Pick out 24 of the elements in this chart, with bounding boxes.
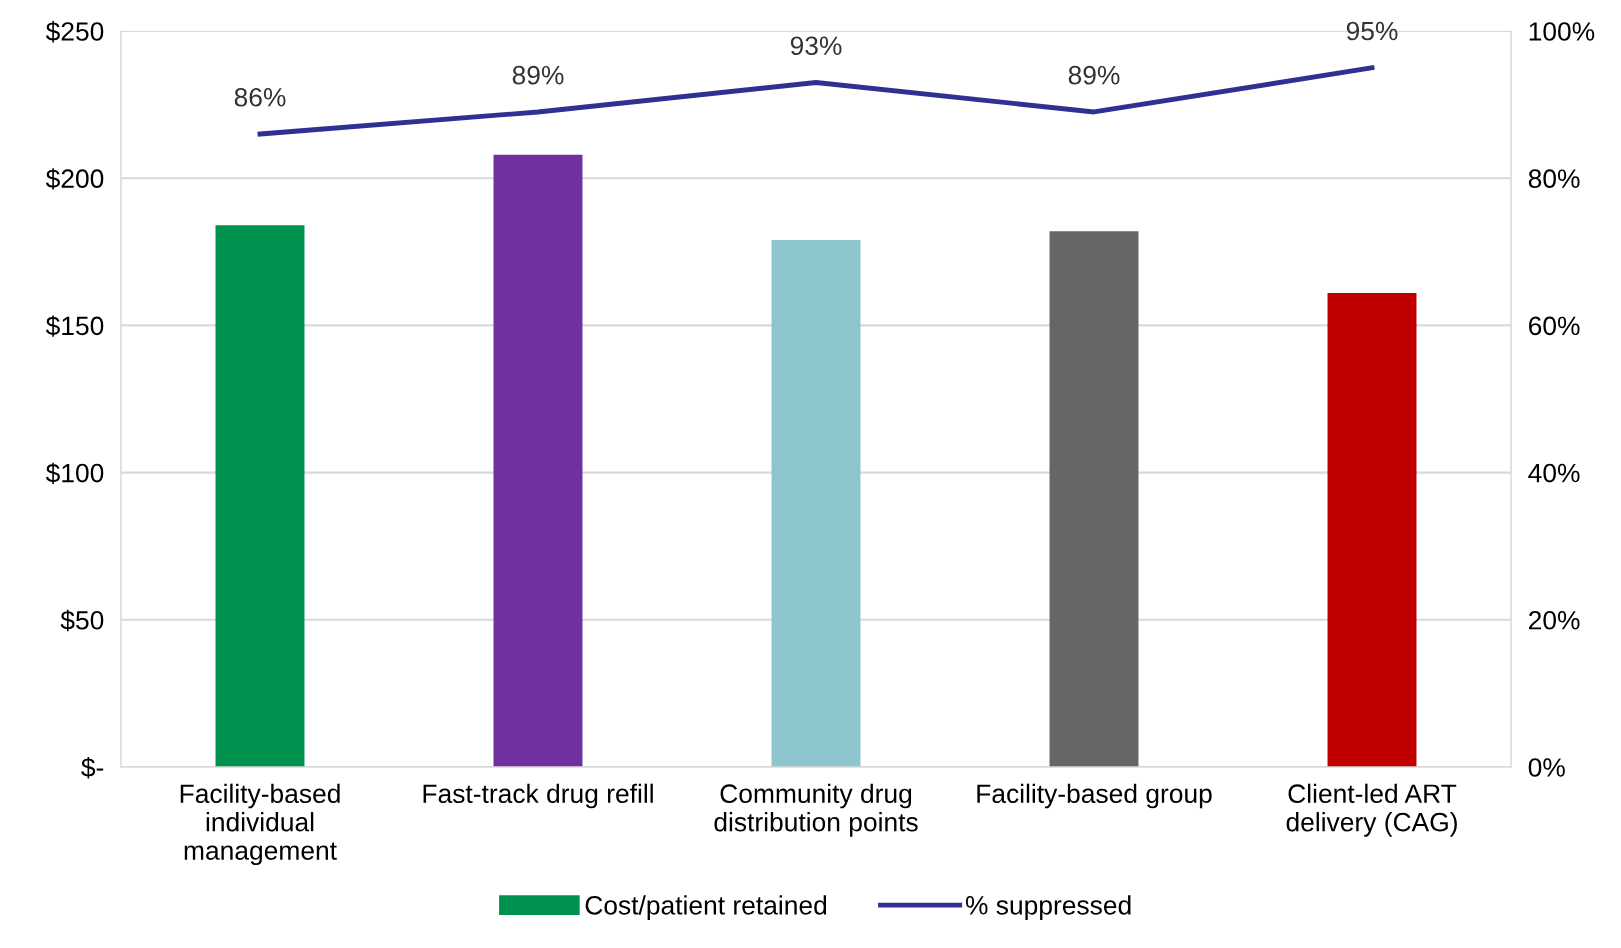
y-tick-label: $50	[60, 609, 104, 632]
data-label: 89%	[512, 65, 564, 85]
y2-tick-label: 20%	[1528, 610, 1580, 630]
y-tick-label: $200	[45, 168, 104, 190]
legend-label: Cost/patient retained	[585, 895, 827, 920]
y-tick-label: $150	[45, 315, 104, 337]
x-tick-label: Facility-based group	[977, 783, 1212, 809]
y2-tick-label: 60%	[1529, 316, 1580, 336]
y2-tick-label: 100%	[1529, 22, 1595, 41]
y2-tick-label: 0%	[1528, 758, 1565, 777]
data-label: 93%	[790, 36, 842, 56]
x-tick-label: Community drug distribution points	[714, 783, 918, 837]
x-tick-label: Client-led ART delivery (CAG)	[1286, 783, 1457, 837]
x-tick-label: Fast-track drug refill	[423, 783, 653, 809]
y-tick-label: $100	[45, 462, 104, 484]
data-label: 89%	[1068, 65, 1120, 85]
y2-tick-label: 80%	[1528, 169, 1580, 189]
data-label: 86%	[234, 87, 286, 107]
y-tick-label: $-	[81, 757, 104, 779]
y2-tick-label: 40%	[1528, 463, 1580, 483]
data-label: 95%	[1346, 21, 1398, 41]
x-tick-label: Facility-based individual management	[180, 783, 340, 866]
legend-label: % suppressed	[965, 895, 1131, 920]
y-tick-label: $250	[45, 21, 104, 43]
